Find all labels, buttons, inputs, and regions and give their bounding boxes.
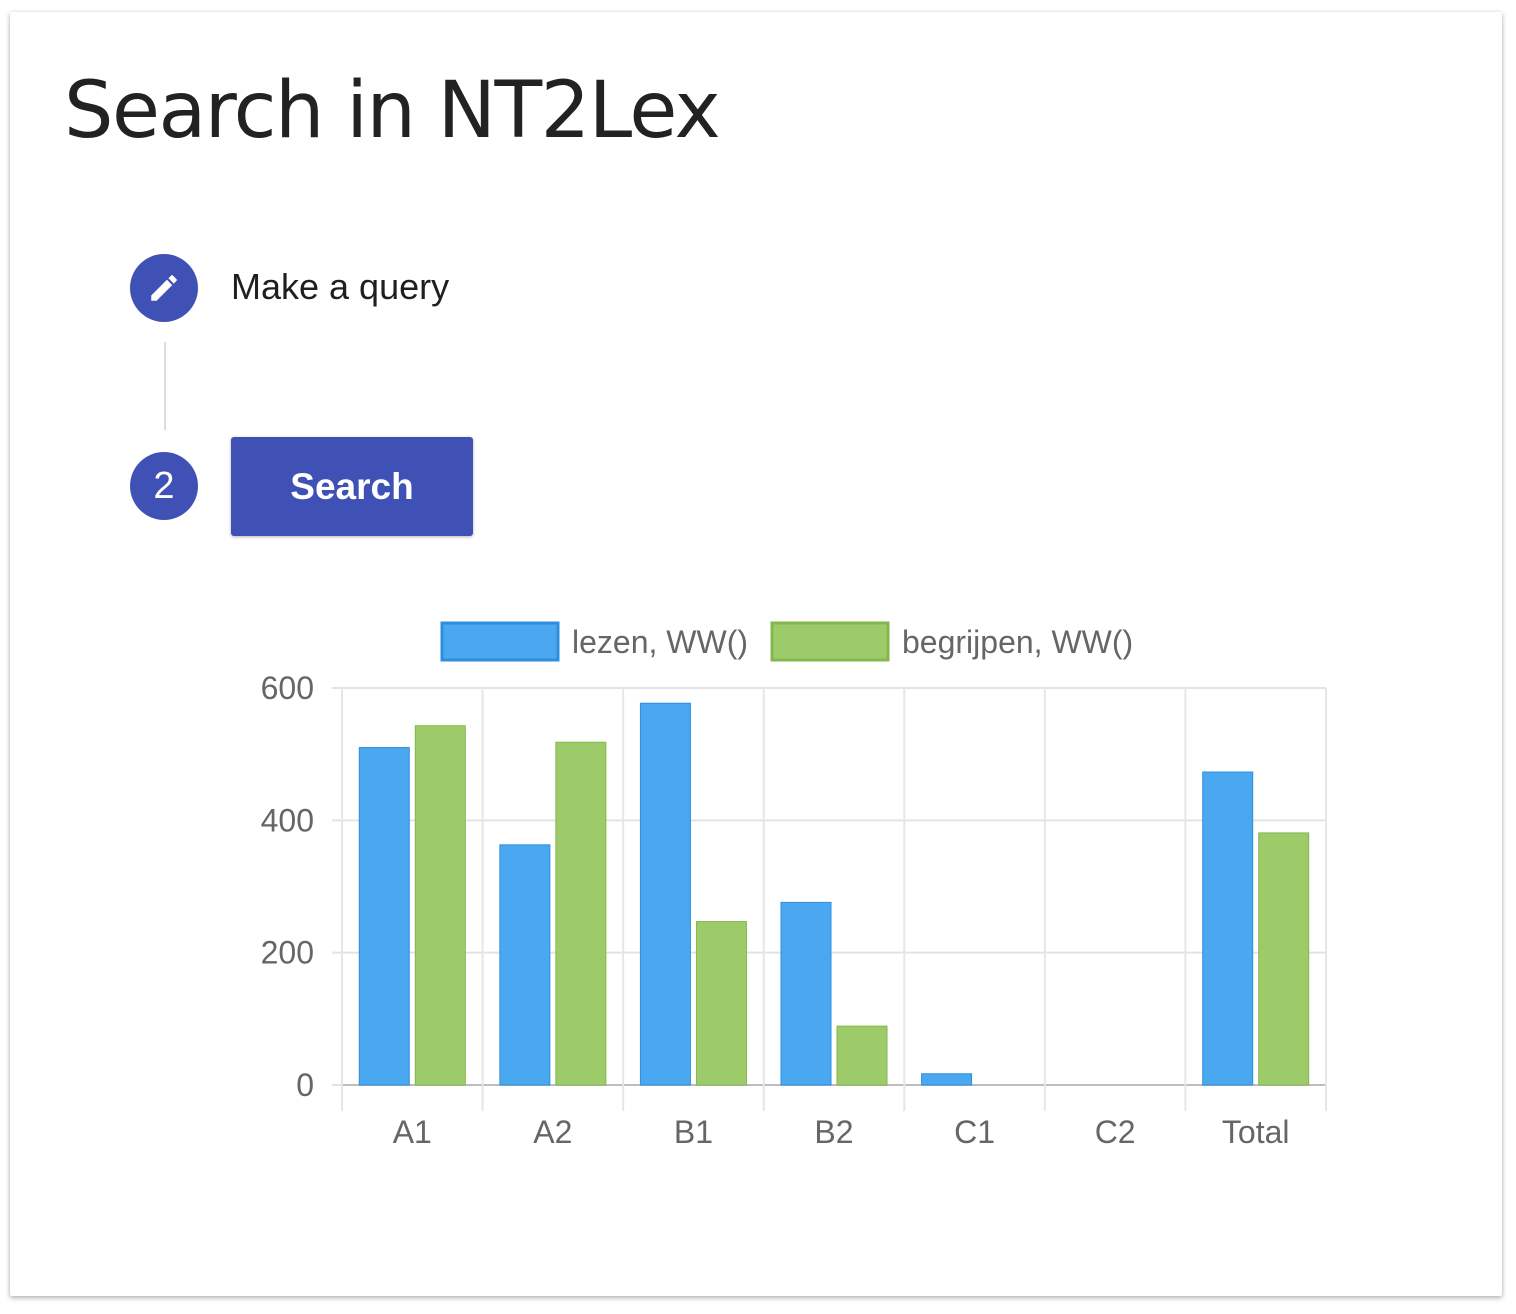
bar-lezen-total xyxy=(1202,771,1254,1086)
y-tick-label: 200 xyxy=(261,935,314,971)
x-tick-label: B2 xyxy=(814,1114,853,1150)
search-card xyxy=(10,12,1502,1296)
bar-begrijpen-a1 xyxy=(414,725,466,1086)
step-connector xyxy=(164,342,166,430)
page-title: Search in NT2Lex xyxy=(64,66,721,156)
bar-lezen-c1 xyxy=(921,1073,973,1086)
step-1-label[interactable]: Make a query xyxy=(231,266,450,307)
legend-swatch-2[interactable] xyxy=(770,621,890,662)
pencil-icon xyxy=(151,275,177,301)
x-tick-label: C2 xyxy=(1095,1114,1136,1150)
bar-begrijpen-a2 xyxy=(555,741,607,1086)
step-1-indicator xyxy=(130,254,198,322)
bar-lezen-b2 xyxy=(780,901,832,1086)
bar-begrijpen-b2 xyxy=(836,1025,888,1086)
y-tick-label: 0 xyxy=(296,1067,314,1103)
legend-swatch-1[interactable] xyxy=(440,621,560,662)
search-button[interactable]: Search xyxy=(231,437,473,536)
bar-lezen-a1 xyxy=(358,747,410,1086)
y-tick-label: 600 xyxy=(261,670,314,706)
x-tick-label: A2 xyxy=(533,1114,572,1150)
bar-lezen-b1 xyxy=(639,702,691,1086)
y-tick-label: 400 xyxy=(261,802,314,838)
x-tick-label: Total xyxy=(1222,1114,1290,1150)
x-tick-label: C1 xyxy=(954,1114,995,1150)
x-tick-label: B1 xyxy=(674,1114,713,1150)
x-tick-label: A1 xyxy=(393,1114,432,1150)
bar-begrijpen-b1 xyxy=(695,921,747,1086)
step-2-indicator: 2 xyxy=(130,452,198,520)
bar-lezen-a2 xyxy=(499,844,551,1086)
legend-label-1[interactable]: lezen, WW() xyxy=(572,624,748,660)
legend-label-2[interactable]: begrijpen, WW() xyxy=(902,624,1133,660)
bar-begrijpen-total xyxy=(1258,832,1310,1086)
